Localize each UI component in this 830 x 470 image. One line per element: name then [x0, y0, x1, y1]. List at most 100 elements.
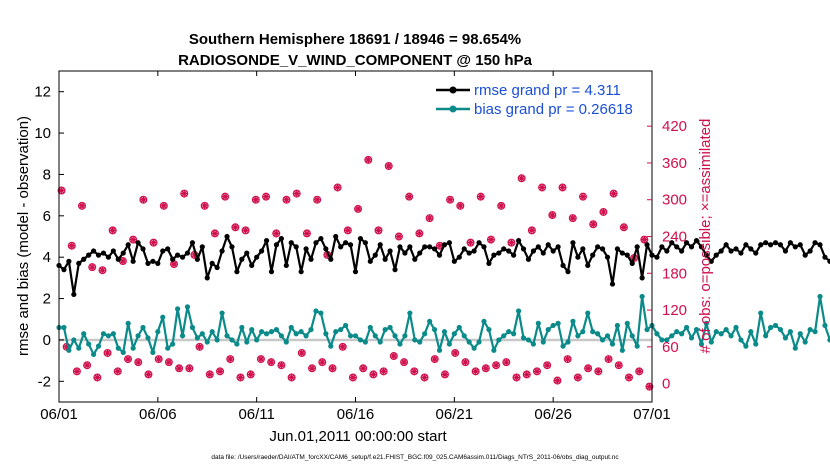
obs-count-point: [124, 355, 133, 364]
series-rmse-point: [812, 240, 818, 246]
series-rmse-point: [86, 252, 92, 258]
series-bias-point: [496, 337, 502, 343]
series-bias-point: [194, 335, 200, 341]
obs-assimilated-marker: [553, 376, 562, 385]
y-tick-label: 8: [43, 166, 51, 183]
obs-count-point: [318, 358, 327, 367]
series-bias-point: [501, 333, 507, 339]
y-tick-label: 2: [43, 291, 51, 308]
series-rmse-point: [718, 248, 724, 254]
obs-count-point: [210, 229, 219, 238]
obs-count-point: [164, 358, 173, 367]
series-bias-point: [738, 337, 744, 343]
y2-tick-label: 420: [662, 118, 687, 135]
chart-subtitle: RADIOSONDE_V_WIND_COMPONENT @ 150 hPa: [178, 52, 533, 69]
obs-count-point: [348, 373, 357, 382]
obs-count-point: [246, 370, 255, 379]
series-rmse-point: [244, 250, 250, 256]
y2-axis-label: # of obs: o=possible; ×=assimilated: [697, 119, 714, 354]
series-bias-point: [787, 329, 793, 335]
y2-tick-label: 0: [662, 376, 670, 393]
obs-count-point: [175, 364, 184, 373]
obs-assimilated-marker: [635, 367, 643, 375]
y-tick-label: 12: [34, 84, 51, 101]
obs-count-point: [103, 348, 112, 357]
series-rmse-point: [441, 242, 448, 248]
series-bias-point: [639, 293, 645, 300]
obs-assimilated-marker: [487, 235, 495, 244]
series-bias-point: [763, 333, 769, 339]
obs-assimilated-marker: [114, 367, 122, 375]
obs-assimilated-marker: [523, 370, 531, 379]
obs-assimilated-marker: [180, 189, 188, 198]
obs-assimilated-marker: [497, 202, 505, 210]
series-rmse-point: [76, 260, 82, 266]
series-bias-point: [634, 343, 640, 349]
obs-assimilated-marker: [477, 193, 485, 201]
series-bias-point: [239, 324, 245, 331]
obs-count-point: [430, 355, 439, 364]
series-bias-point: [679, 331, 685, 337]
series-rmse-point: [145, 260, 151, 266]
obs-assimilated-marker: [564, 355, 572, 363]
series-rmse-point: [763, 240, 769, 246]
obs-count-point: [589, 220, 598, 229]
series-rmse-point: [189, 240, 196, 246]
obs-count-point: [205, 370, 214, 379]
series-bias-point: [273, 326, 280, 333]
obs-count-point: [72, 367, 81, 376]
series-bias-point: [130, 345, 136, 351]
series-bias-point: [115, 345, 121, 351]
series-rmse-point: [175, 252, 181, 258]
series-bias-point: [263, 331, 270, 337]
series-bias-point: [66, 347, 72, 353]
obs-assimilated-marker: [211, 229, 219, 238]
series-bias-point: [184, 304, 191, 310]
obs-assimilated-marker: [461, 358, 470, 366]
obs-assimilated-marker: [441, 370, 449, 379]
obs-assimilated-marker: [129, 235, 137, 244]
series-rmse-point: [343, 240, 349, 246]
series-rmse-point: [90, 248, 97, 254]
obs-assimilated-marker: [604, 355, 613, 363]
series-bias-point: [575, 333, 581, 339]
series-rmse-point: [644, 242, 650, 248]
obs-assimilated-marker: [78, 202, 86, 210]
series-rmse-point: [298, 269, 304, 275]
obs-count-point: [221, 192, 230, 201]
series-rmse-point: [402, 250, 408, 256]
legend: rmse grand pr = 4.311 bias grand pr = 0.…: [430, 77, 648, 119]
series-rmse-point: [609, 281, 616, 287]
series-bias-point: [777, 326, 784, 333]
obs-assimilated-marker: [221, 193, 229, 201]
series-rmse-point: [120, 250, 126, 256]
series-bias-point: [723, 326, 729, 333]
series-bias-point: [664, 337, 670, 343]
series-bias-point: [298, 329, 304, 335]
series-rmse-point: [273, 242, 280, 248]
obs-count-point: [594, 367, 603, 376]
obs-assimilated-marker: [584, 364, 592, 372]
series-bias-point: [90, 351, 97, 358]
obs-count-point: [568, 214, 577, 223]
obs-count-point: [461, 358, 470, 367]
obs-assimilated-marker: [287, 373, 296, 382]
series-rmse-point: [575, 254, 581, 260]
obs-count-point: [231, 223, 240, 232]
series-bias-point: [160, 314, 166, 320]
obs-count-point: [108, 226, 117, 235]
series-bias-point: [743, 343, 749, 349]
obs-assimilated-marker: [349, 373, 357, 382]
series-bias-point: [422, 331, 428, 337]
series-rmse-point: [422, 244, 428, 250]
series-rmse-point: [100, 250, 107, 256]
series-bias-point: [461, 333, 467, 339]
series-rmse-point: [362, 240, 368, 246]
series-rmse-point: [219, 248, 225, 254]
series-bias-point: [61, 324, 67, 331]
obs-assimilated-marker: [405, 193, 413, 201]
series-rmse-point: [412, 256, 418, 262]
obs-assimilated-marker: [241, 226, 250, 234]
obs-count-point: [400, 358, 409, 367]
